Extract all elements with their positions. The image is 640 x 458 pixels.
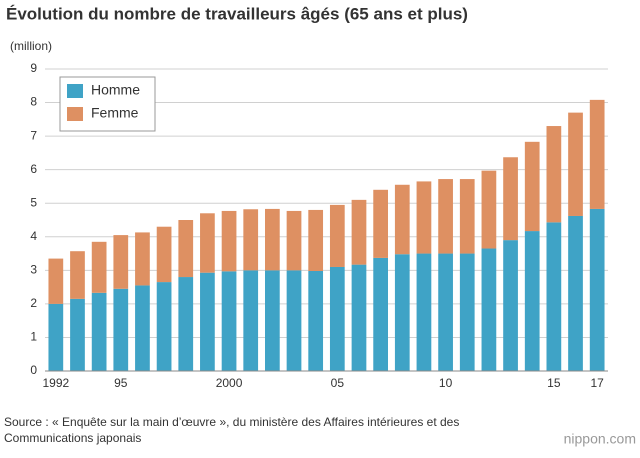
bar-segment [91, 292, 107, 371]
x-tick-label: 1992 [42, 376, 69, 390]
legend-label: Femme [91, 105, 139, 121]
y-tick-label: 9 [30, 61, 37, 75]
y-tick-label: 5 [30, 195, 37, 209]
y-tick-label: 4 [30, 229, 37, 243]
bar-segment [200, 272, 215, 371]
bar-segment [546, 222, 562, 371]
bar-segment [286, 270, 302, 371]
bar-segment [351, 199, 367, 265]
source: Source : « Enquête sur la main d’œuvre »… [4, 415, 460, 445]
legend-swatch [67, 84, 83, 98]
y-axis-label: (million) [10, 39, 52, 53]
bar-segment [438, 253, 453, 371]
bar-segment [113, 235, 129, 289]
bar-segment [394, 254, 410, 371]
bar-segment [156, 226, 172, 283]
bar-segment [568, 215, 583, 371]
x-tick-label: 15 [547, 376, 561, 390]
bar-segment [265, 208, 280, 271]
bar-segment [308, 271, 324, 371]
bar-segment [70, 298, 85, 371]
bar-segment [589, 208, 605, 371]
bar-segment [373, 189, 388, 258]
y-tick-label: 0 [30, 363, 37, 377]
bar-segment [178, 220, 194, 278]
bar-segment [568, 112, 583, 216]
bar-segment [243, 270, 259, 371]
x-tick-label: 10 [439, 376, 453, 390]
bar-segment [221, 210, 237, 272]
bar-segment [200, 213, 215, 273]
y-tick-label: 7 [30, 128, 37, 142]
legend-label: Homme [91, 82, 140, 98]
bar-segment [329, 204, 345, 267]
bar-segment [394, 184, 410, 255]
bar-segment [416, 253, 432, 371]
bar-segment [243, 209, 259, 271]
bar-segment [265, 270, 280, 371]
y-tick-label: 1 [30, 330, 37, 344]
bar-segment [481, 170, 497, 249]
bar-segment [438, 179, 453, 254]
x-tick-label: 05 [331, 376, 345, 390]
bar-segment [546, 126, 562, 223]
x-tick-label: 2000 [216, 376, 243, 390]
bar-segment [135, 285, 150, 371]
bar-segment [286, 210, 302, 271]
bar-segment [329, 266, 345, 371]
bar-segment [373, 257, 388, 371]
bar-segment [589, 99, 605, 209]
bar-segment [503, 240, 518, 371]
bar-segment [156, 282, 172, 371]
bar-segment [524, 231, 540, 371]
bar-segment [135, 232, 150, 286]
brand: nippon.com [564, 431, 636, 447]
bar-segment [178, 277, 194, 371]
y-tick-label: 8 [30, 95, 37, 109]
bar-segment [308, 209, 324, 272]
bar-segment [459, 179, 475, 254]
y-tick-label: 6 [30, 162, 37, 176]
bar-segment [221, 271, 237, 371]
bar-segment [113, 288, 129, 371]
source-box: Source : « Enquête sur la main d’œuvre »… [4, 415, 460, 445]
x-tick-label: 95 [114, 376, 128, 390]
legend-swatch [67, 107, 83, 121]
x-tick-label: 17 [590, 376, 604, 390]
bar-segment [48, 303, 64, 371]
bar-segment [524, 141, 540, 232]
bar-segment [416, 181, 432, 254]
bar-segment [48, 258, 64, 304]
y-tick-label: 2 [30, 296, 37, 310]
chart-title: Évolution du nombre de travailleurs âgés… [6, 4, 468, 23]
bar-segment [351, 264, 367, 371]
bar-segment [91, 241, 107, 293]
bar-segment [503, 157, 518, 241]
bar-segment [70, 251, 85, 299]
bar-segment [459, 253, 475, 371]
bar-segment [481, 248, 497, 371]
y-tick-label: 3 [30, 263, 37, 277]
